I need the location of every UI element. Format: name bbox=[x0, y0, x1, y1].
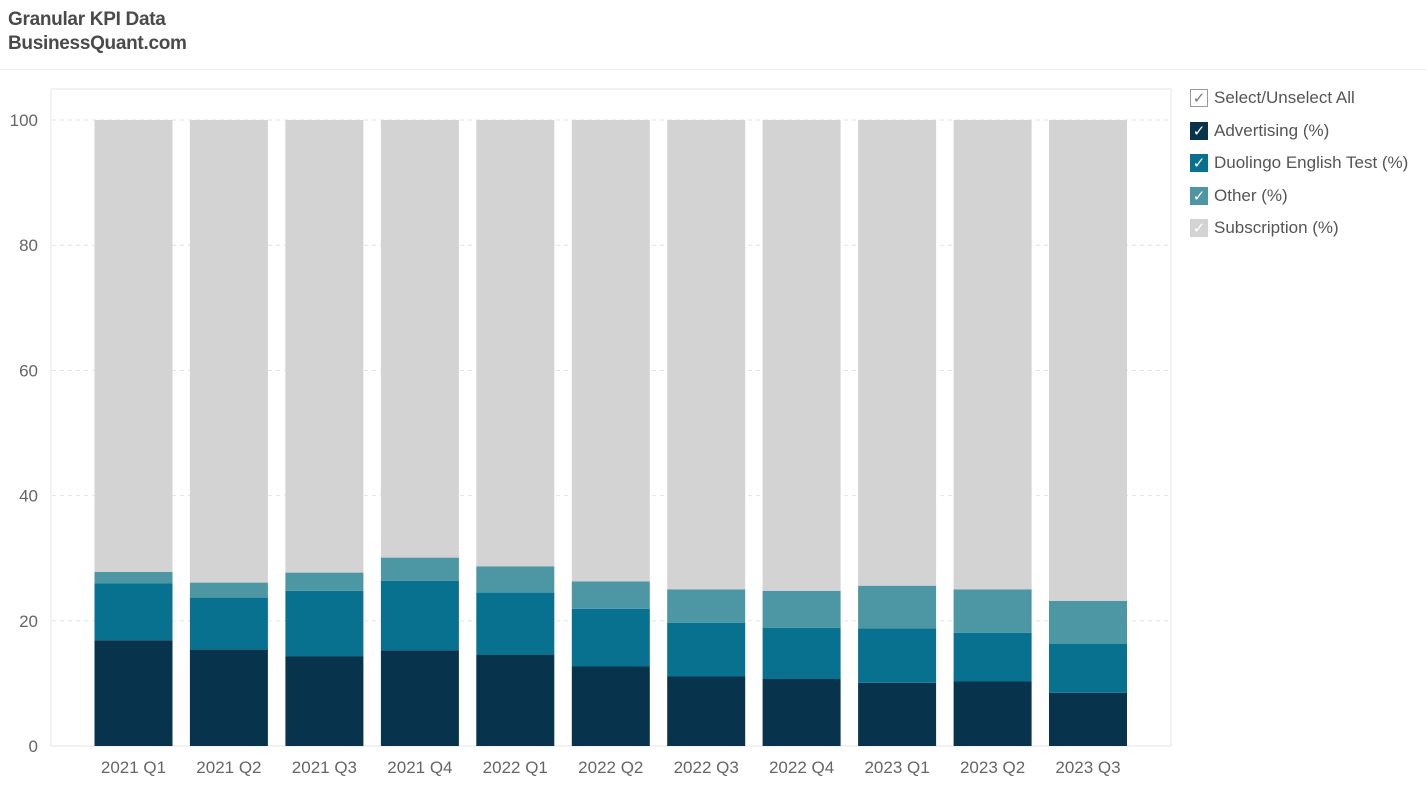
bar-segment[interactable] bbox=[858, 628, 937, 683]
bar-segment[interactable] bbox=[94, 120, 173, 572]
legend-item-subscription[interactable]: ✓ Subscription (%) bbox=[1190, 212, 1408, 245]
page-title: Granular KPI Data bbox=[8, 9, 166, 30]
y-tick-label: 100 bbox=[10, 111, 38, 130]
bar-segment[interactable] bbox=[476, 566, 555, 593]
legend-item-label: Duolingo English Test (%) bbox=[1214, 153, 1409, 173]
page-subtitle: BusinessQuant.com bbox=[8, 33, 187, 54]
x-tick-label: 2021 Q3 bbox=[292, 758, 357, 777]
bar-segment[interactable] bbox=[667, 622, 746, 677]
chart-header: Granular KPI Data BusinessQuant.com bbox=[8, 8, 187, 56]
bar-segment[interactable] bbox=[189, 582, 268, 598]
bar-segment[interactable] bbox=[189, 649, 268, 746]
bar-segment[interactable] bbox=[953, 589, 1032, 633]
y-tick-label: 60 bbox=[19, 361, 38, 380]
checkbox-icon[interactable]: ✓ bbox=[1190, 186, 1208, 205]
bar-segment[interactable] bbox=[476, 120, 555, 567]
bar-segment[interactable] bbox=[667, 676, 746, 747]
bar-segment[interactable] bbox=[667, 589, 746, 623]
x-tick-label: 2023 Q3 bbox=[1055, 758, 1120, 777]
y-tick-label: 40 bbox=[19, 487, 38, 506]
bar-segment[interactable] bbox=[380, 557, 459, 581]
x-tick-label: 2022 Q3 bbox=[674, 758, 739, 777]
bar-segment[interactable] bbox=[571, 608, 650, 667]
bar-segment[interactable] bbox=[285, 120, 364, 573]
bar-segment[interactable] bbox=[94, 640, 173, 746]
bar-segment[interactable] bbox=[285, 656, 364, 747]
y-tick-label: 0 bbox=[29, 737, 38, 756]
y-tick-label: 20 bbox=[19, 612, 38, 631]
bar-segment[interactable] bbox=[762, 627, 841, 679]
y-axis-ticks: 0 20 40 60 80 100 bbox=[10, 111, 38, 756]
bar-segment[interactable] bbox=[476, 592, 555, 655]
x-tick-label: 2023 Q1 bbox=[864, 758, 929, 777]
bar-segment[interactable] bbox=[285, 572, 364, 591]
bar-segment[interactable] bbox=[953, 120, 1032, 590]
bar-segment[interactable] bbox=[571, 666, 650, 747]
bar-segment[interactable] bbox=[189, 597, 268, 650]
bar-segment[interactable] bbox=[476, 654, 555, 746]
legend-item-other[interactable]: ✓ Other (%) bbox=[1190, 180, 1408, 213]
bar-segment[interactable] bbox=[94, 583, 173, 641]
x-tick-label: 2021 Q1 bbox=[101, 758, 166, 777]
x-tick-label: 2022 Q2 bbox=[578, 758, 643, 777]
legend-item-label: Advertising (%) bbox=[1214, 120, 1330, 140]
bar-segment[interactable] bbox=[762, 679, 841, 746]
y-tick-label: 80 bbox=[19, 236, 38, 255]
x-tick-label: 2021 Q4 bbox=[387, 758, 452, 777]
x-tick-label: 2021 Q2 bbox=[196, 758, 261, 777]
bar-segment[interactable] bbox=[858, 585, 937, 629]
bar-segment[interactable] bbox=[1049, 120, 1127, 601]
bar-segment[interactable] bbox=[1049, 600, 1127, 644]
bar-segment[interactable] bbox=[380, 120, 459, 558]
x-tick-label: 2022 Q1 bbox=[483, 758, 548, 777]
checkbox-icon[interactable]: ✓ bbox=[1190, 219, 1208, 238]
bars bbox=[94, 120, 1127, 747]
x-tick-label: 2023 Q2 bbox=[960, 758, 1025, 777]
bar-segment[interactable] bbox=[762, 120, 841, 591]
bar-segment[interactable] bbox=[189, 120, 268, 583]
checkbox-icon[interactable]: ✓ bbox=[1190, 121, 1208, 140]
bar-segment[interactable] bbox=[1049, 692, 1127, 746]
bar-segment[interactable] bbox=[380, 580, 459, 651]
bar-segment[interactable] bbox=[953, 632, 1032, 682]
legend-item-duolingo-english-test[interactable]: ✓ Duolingo English Test (%) bbox=[1190, 147, 1408, 180]
bar-segment[interactable] bbox=[858, 120, 937, 586]
legend-select-all-label: Select/Unselect All bbox=[1214, 88, 1355, 108]
x-tick-label: 2022 Q4 bbox=[769, 758, 834, 777]
legend-item-label: Subscription (%) bbox=[1214, 218, 1339, 238]
bar-segment[interactable] bbox=[94, 572, 173, 584]
legend-item-label: Other (%) bbox=[1214, 185, 1288, 205]
bar-segment[interactable] bbox=[953, 681, 1032, 747]
checkbox-icon[interactable]: ✓ bbox=[1190, 89, 1208, 108]
bar-segment[interactable] bbox=[762, 590, 841, 628]
bar-segment[interactable] bbox=[667, 120, 746, 590]
checkbox-icon[interactable]: ✓ bbox=[1190, 154, 1208, 173]
x-axis-ticks: 2021 Q1 2021 Q2 2021 Q3 2021 Q4 2022 Q1 2022 … bbox=[101, 758, 1121, 777]
header-divider bbox=[0, 69, 1426, 70]
bar-segment[interactable] bbox=[1049, 644, 1127, 693]
bar-segment[interactable] bbox=[571, 581, 650, 609]
bar-segment[interactable] bbox=[285, 590, 364, 657]
bar-segment[interactable] bbox=[571, 120, 650, 582]
bar-segment[interactable] bbox=[858, 682, 937, 746]
legend: ✓ Select/Unselect All ✓ Advertising (%) … bbox=[1190, 82, 1408, 245]
legend-select-all[interactable]: ✓ Select/Unselect All bbox=[1190, 82, 1408, 115]
bar-segment[interactable] bbox=[380, 650, 459, 746]
legend-item-advertising[interactable]: ✓ Advertising (%) bbox=[1190, 115, 1408, 148]
